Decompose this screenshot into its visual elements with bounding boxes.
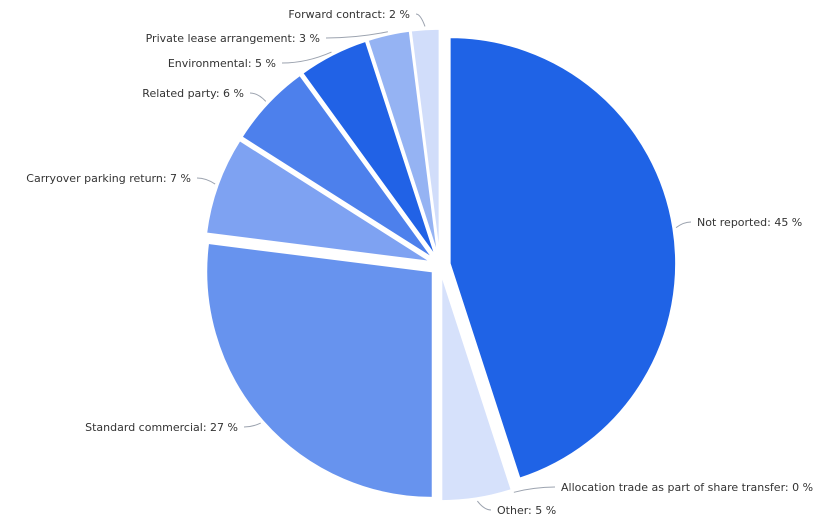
pie-slices [205, 28, 677, 502]
pie-slice-carryover-parking-return[interactable] [205, 139, 431, 263]
slice-label-carryover-parking-return: Carryover parking return: 7 % [26, 172, 191, 185]
slice-label-environmental: Environmental: 5 % [168, 57, 276, 70]
pie-slice-forward-contract[interactable] [410, 28, 441, 256]
pie-slice-private-lease-arrangement[interactable] [367, 30, 439, 256]
pie-slice-standard-commercial[interactable] [205, 242, 434, 499]
leader-line-private-lease-arrangement [325, 31, 388, 39]
slice-label-related-party: Related party: 6 % [142, 87, 244, 100]
leader-line-other [476, 500, 492, 511]
leader-line-allocation-trade-as-part-of-share-transfer [513, 486, 556, 493]
slice-label-private-lease-arrangement: Private lease arrangement: 3 % [146, 32, 320, 45]
pie-labels: Not reported: 45 % Allocation trade as pa… [26, 8, 813, 517]
leader-line-not-reported [675, 221, 692, 229]
slice-label-not-reported: Not reported: 45 % [697, 216, 802, 229]
leader-line-forward-contract [415, 13, 426, 27]
leader-line-carryover-parking-return [196, 177, 216, 185]
pie-slice-not-reported[interactable] [449, 36, 677, 480]
leader-line-related-party [249, 92, 267, 102]
slice-label-forward-contract: Forward contract: 2 % [288, 8, 410, 21]
slice-label-standard-commercial: Standard commercial: 27 % [85, 421, 238, 434]
pie-slice-related-party[interactable] [240, 74, 434, 259]
slice-label-other: Other: 5 % [497, 504, 556, 517]
leader-line-environmental [281, 51, 332, 64]
slice-label-allocation-trade-as-part-of-share-transfer: Allocation trade as part of share transf… [561, 481, 813, 494]
pie-slice-other[interactable] [440, 274, 513, 502]
leader-line-standard-commercial [243, 422, 261, 428]
pie-slice-environmental[interactable] [301, 40, 437, 257]
